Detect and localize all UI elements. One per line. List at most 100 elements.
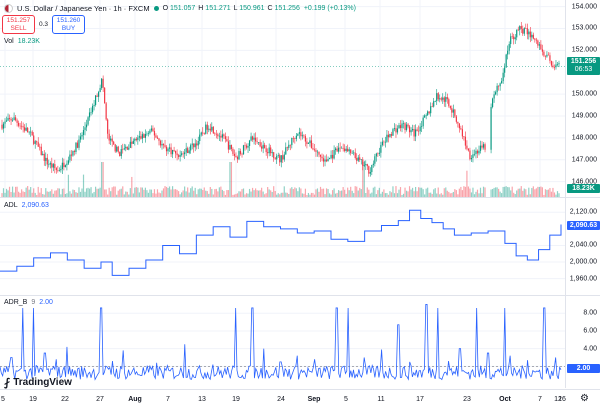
candle-body (190, 145, 192, 151)
volume-bar (236, 193, 239, 197)
candle-body (510, 36, 512, 45)
volume-bar (128, 194, 130, 197)
volume-bar (211, 188, 213, 197)
volume-bar (147, 192, 150, 197)
candle-body (322, 158, 325, 162)
volume-bar (84, 191, 86, 197)
volume-bar (72, 189, 74, 197)
candle-body (402, 123, 405, 124)
candle-body (274, 158, 276, 160)
volume-bar (476, 189, 479, 197)
candle-body (501, 81, 503, 84)
price-tick-label: 147.000 (571, 156, 597, 164)
volume-bar (319, 186, 322, 197)
adr-chart[interactable] (0, 296, 565, 388)
candle-body (384, 141, 387, 143)
candle-body (505, 54, 507, 68)
volume-bar (96, 188, 98, 197)
candle-body (535, 39, 537, 41)
candle-body (347, 148, 349, 152)
volume-bar (516, 190, 518, 197)
volume-bar (156, 189, 159, 197)
volume-bar (307, 192, 310, 197)
volume-bar (196, 194, 198, 197)
candlestick-chart[interactable] (0, 0, 565, 197)
volume-bar (475, 191, 477, 197)
volume-bar (39, 192, 41, 197)
volume-bar (197, 189, 199, 197)
candle-body (209, 128, 211, 131)
tradingview-logo[interactable]: ⨏ TradingView (4, 376, 72, 389)
candle-body (165, 146, 168, 152)
volume-bar (508, 187, 510, 197)
ohlc-h: H 151.271 (198, 5, 230, 12)
volume-bar (119, 189, 121, 197)
volume-bar (188, 192, 190, 197)
adr-pane[interactable] (0, 296, 565, 388)
candle-body (309, 140, 311, 144)
candle-body (491, 98, 494, 108)
volume-bar (309, 194, 311, 197)
volume-bar (202, 190, 204, 197)
settings-gear-icon[interactable]: ⚙ (580, 393, 589, 404)
volume-bar (528, 187, 530, 197)
volume-bar (232, 194, 234, 197)
volume-bar (555, 194, 557, 197)
candle-body (223, 134, 225, 137)
adl-chart[interactable] (0, 198, 565, 295)
time-tick-label: 16 (558, 396, 566, 403)
candle-body (155, 135, 157, 138)
volume-bar (393, 193, 396, 197)
candle-body (279, 155, 281, 163)
pane-separator[interactable] (0, 295, 600, 296)
candle-body (24, 127, 26, 131)
candle-body (104, 87, 106, 104)
time-tick-label: Aug (128, 396, 142, 403)
volume-bar (91, 193, 94, 197)
candle-body (280, 155, 282, 163)
sell-button[interactable]: 151.257 SELL (2, 15, 35, 34)
candle-body (73, 151, 76, 153)
candle-body (520, 26, 522, 29)
symbol-title[interactable]: U.S. Dollar / Japanese Yen · 1h · FXCM (17, 4, 150, 13)
adl-pane[interactable] (0, 198, 565, 295)
volume-bar (76, 192, 79, 197)
candle-body (351, 153, 353, 154)
candle-body (430, 106, 432, 114)
volume-bar (543, 194, 545, 197)
candle-body (286, 147, 288, 148)
price-pane[interactable] (0, 0, 565, 197)
volume-bar (362, 162, 364, 197)
volume-bar (333, 188, 335, 197)
buy-button[interactable]: 151.260 BUY (52, 15, 85, 34)
candle-body (395, 128, 397, 133)
ohlc-key: H (198, 5, 204, 12)
volume-bar (229, 162, 231, 197)
candle-body (514, 37, 516, 40)
price-axis[interactable]: 154.000 153.000 152.000 150.000 149.000 148.0… (565, 0, 600, 197)
volume-bar (288, 193, 290, 197)
candle-body (96, 95, 98, 97)
volume-bar (161, 190, 163, 197)
candle-body (316, 151, 319, 153)
adl-axis[interactable]: 2,120.00 2,040.00 2,000.00 1,960.00 (565, 198, 600, 295)
candle-body (334, 148, 337, 151)
pane-separator[interactable] (0, 197, 600, 198)
volume-bar (146, 190, 148, 197)
volume-bar (1, 193, 3, 197)
volume-bar (49, 191, 51, 197)
volume-bar (316, 188, 319, 197)
volume-bar (402, 193, 405, 197)
candle-body (143, 134, 145, 138)
time-axis[interactable]: 5 19 22 27 Aug 7 13 19 24 Sep 5 11 17 23 Oct 7 12 16 (0, 389, 566, 407)
adr-axis[interactable]: 8.00 6.00 4.00 (565, 296, 600, 388)
volume-bar (442, 194, 444, 197)
candle-body (476, 150, 479, 154)
volume-bar (366, 187, 368, 197)
volume-bar (466, 170, 468, 197)
volume-bar (57, 188, 59, 197)
candle-body (235, 155, 237, 158)
candle-body (333, 150, 335, 159)
candle-body (466, 145, 468, 149)
volume-bar (313, 194, 316, 197)
